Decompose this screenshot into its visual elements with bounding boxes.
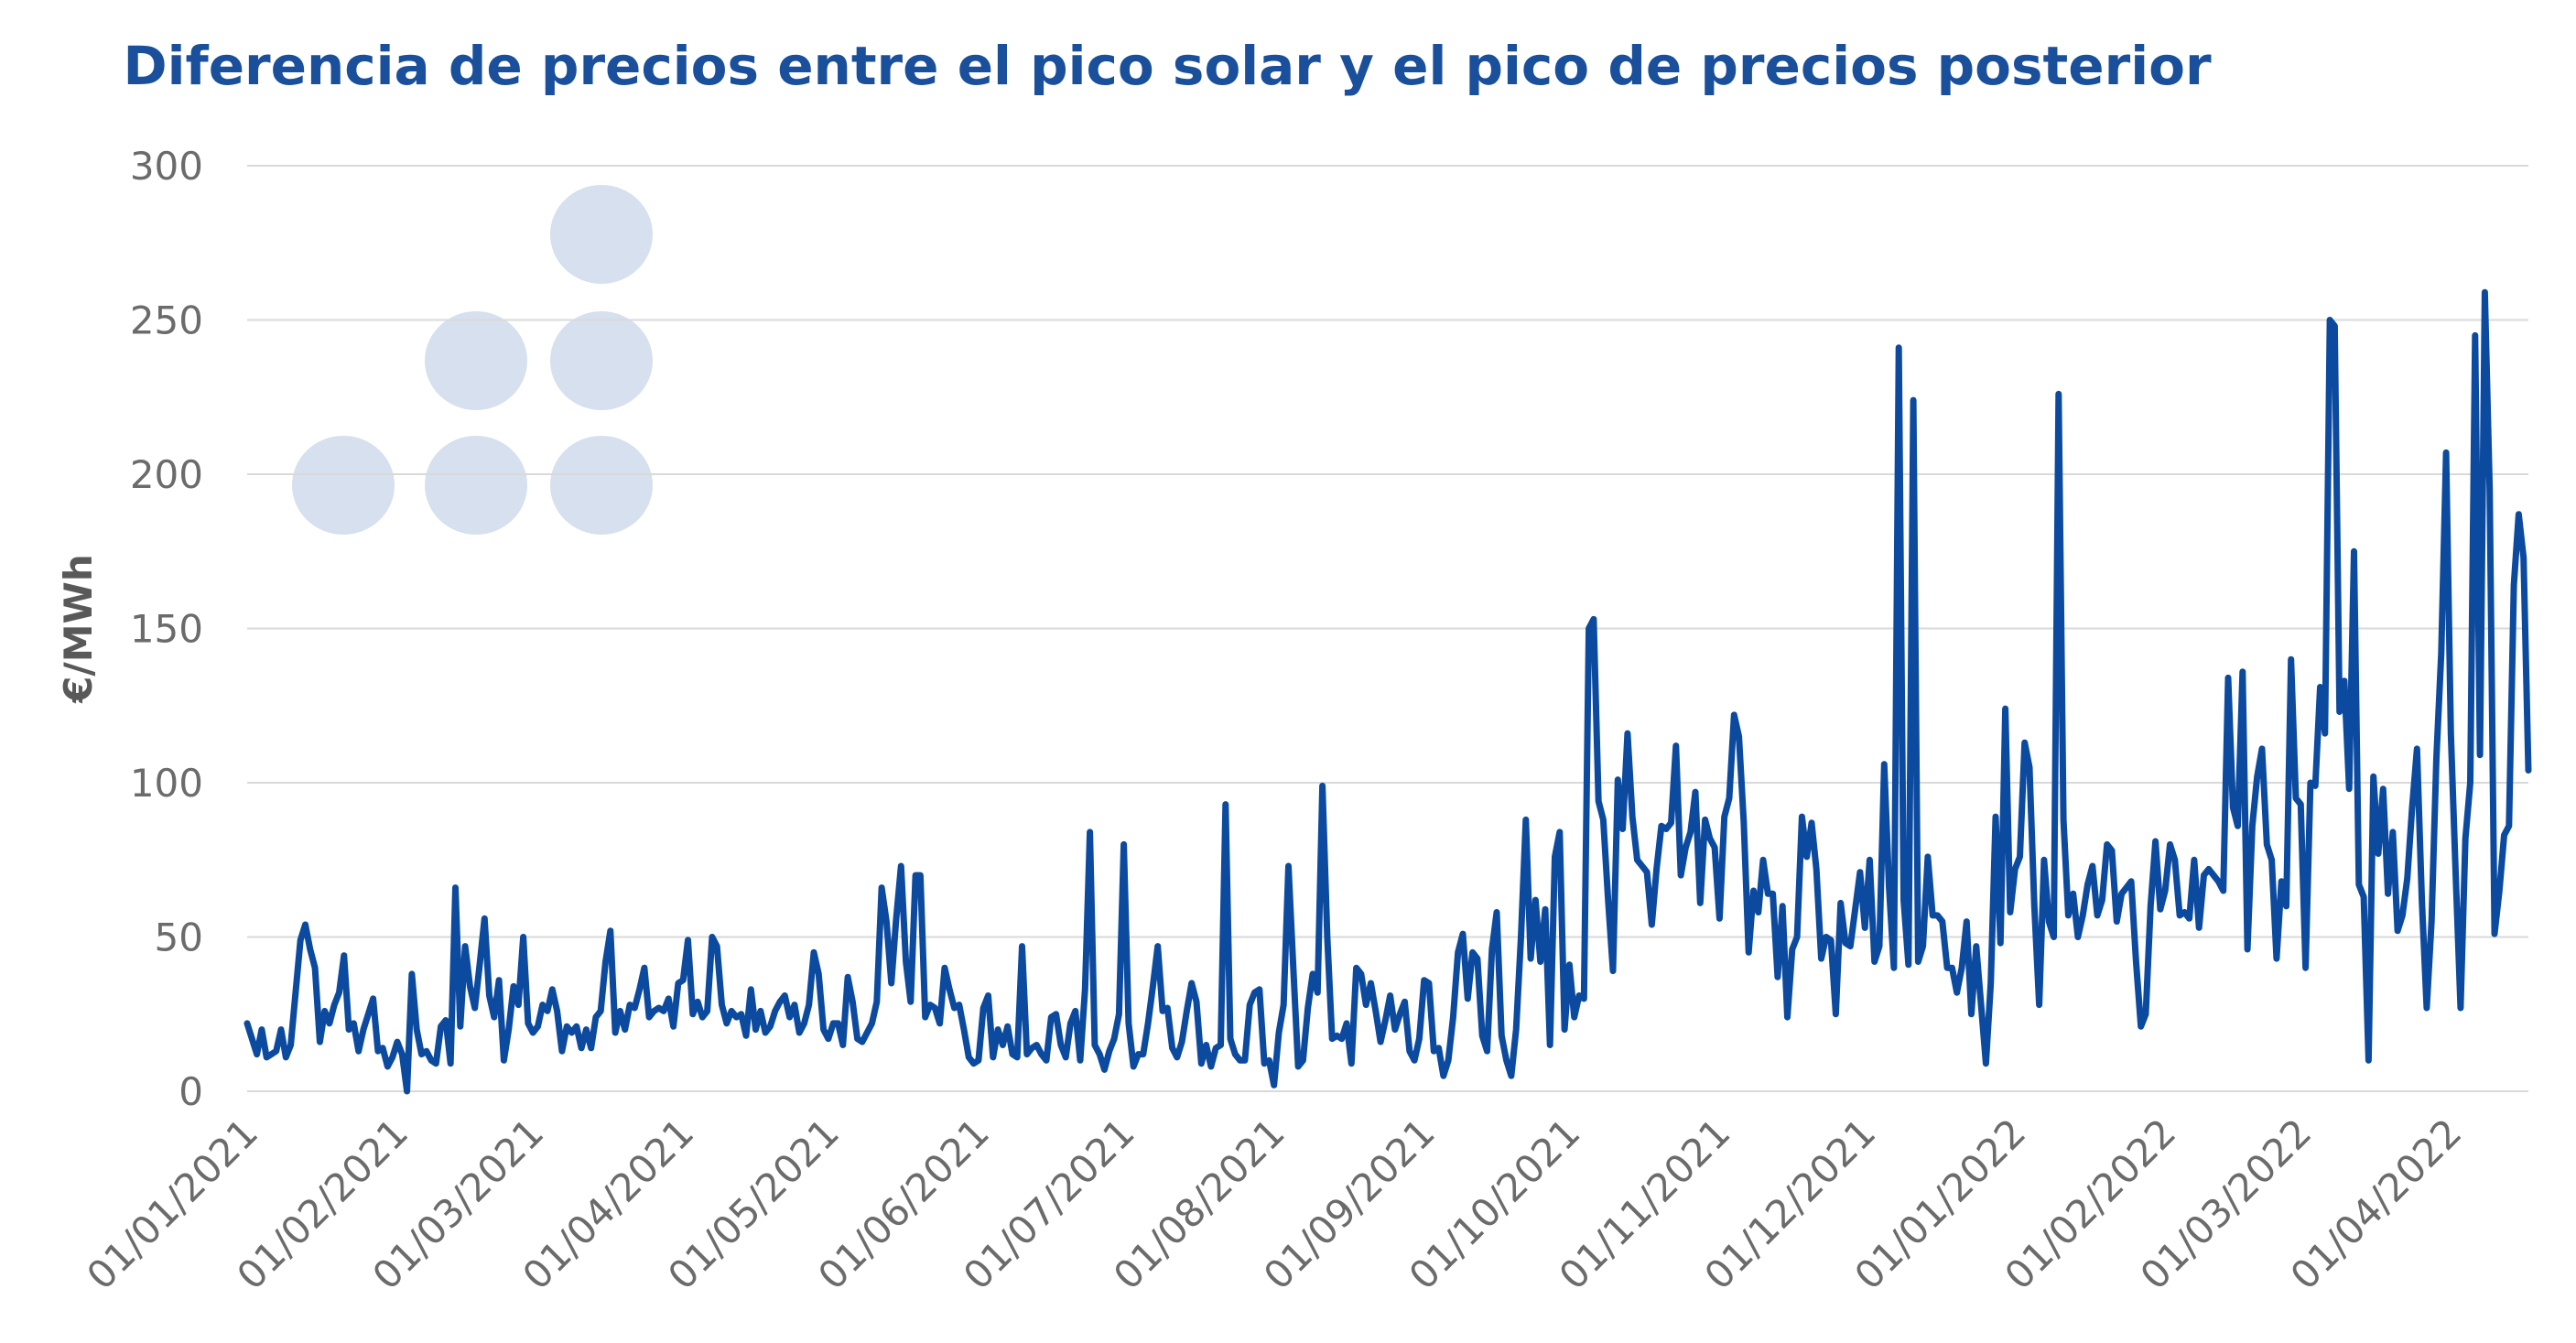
y-tick-label: 200 [130,452,203,497]
series-line [244,288,2532,1095]
logo-dot [550,436,653,535]
y-axis-label: €/MWh [56,554,101,704]
dots-logo [292,185,653,535]
y-tick-label: 100 [130,761,203,806]
y-tick-label: 300 [130,144,203,189]
y-tick-label: 0 [179,1069,203,1114]
logo-dot [292,436,395,535]
logo-dot [550,311,653,410]
y-tick-labels: 0 50 100 150 200 250 300 [130,144,203,1114]
x-tick-labels: 01/01/202101/02/202101/03/202101/04/2021… [78,1110,2470,1298]
logo-dot [550,185,653,284]
logo-dot [425,311,527,410]
y-tick-label: 150 [130,607,203,652]
gridlines [247,165,2528,1092]
y-tick-label: 50 [155,915,203,960]
logo-dot [425,436,527,535]
chart-title: Diferencia de precios entre el pico sola… [123,35,2212,97]
y-tick-label: 250 [130,298,203,343]
